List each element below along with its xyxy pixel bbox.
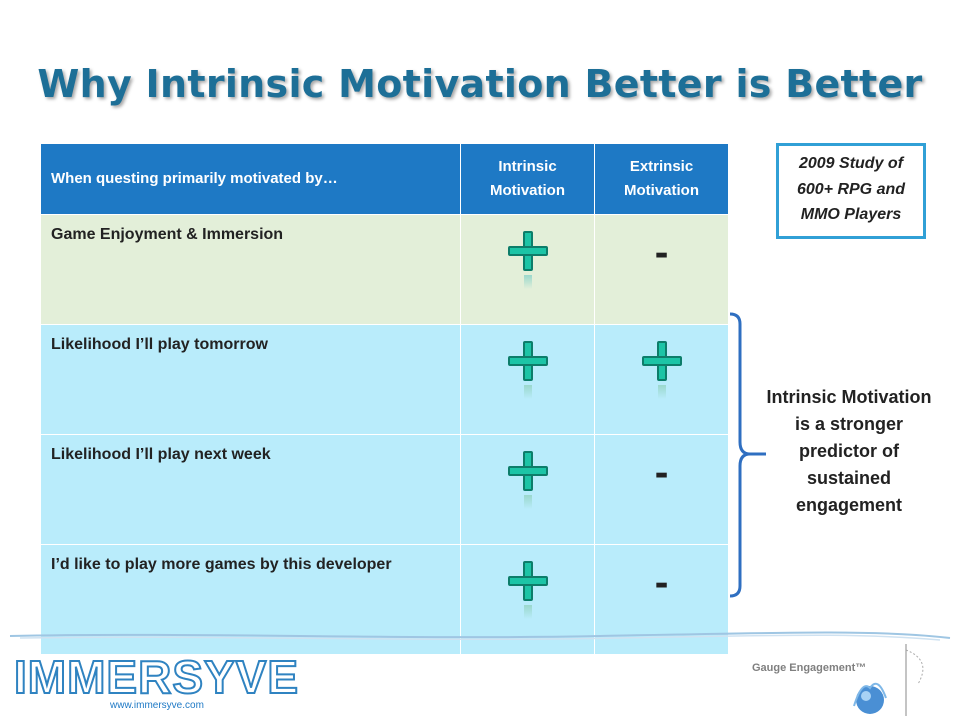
conclusion-text: Intrinsic Motivation is a stronger predi… xyxy=(766,387,932,515)
minus-sign: - xyxy=(654,234,669,274)
intrinsic-cell xyxy=(460,214,595,325)
minus-sign: - xyxy=(654,454,669,494)
water-divider xyxy=(9,631,951,641)
motivation-table: When questing primarily motivated by… In… xyxy=(40,143,729,655)
slide-title: Why Intrinsic Motivation Better is Bette… xyxy=(37,62,923,106)
plus-icon xyxy=(507,561,548,619)
footer-url: www.immersyve.com xyxy=(110,700,204,711)
plus-icon xyxy=(507,341,548,399)
table-row: Likelihood I’ll play next week - xyxy=(40,434,729,545)
plus-icon xyxy=(507,451,548,509)
bracket-icon xyxy=(729,312,766,598)
table-row: Game Enjoyment & Immersion - xyxy=(40,214,729,325)
row-label: Game Enjoyment & Immersion xyxy=(40,214,461,325)
extrinsic-cell xyxy=(594,324,729,435)
table-header-row: When questing primarily motivated by… In… xyxy=(40,143,729,215)
minus-sign: - xyxy=(654,564,669,604)
plus-icon xyxy=(641,341,682,399)
extrinsic-cell: - xyxy=(594,214,729,325)
header-extrinsic: Extrinsic Motivation xyxy=(594,143,729,215)
plus-icon xyxy=(507,231,548,289)
extrinsic-cell: - xyxy=(594,434,729,545)
row-label: Likelihood I’ll play next week xyxy=(40,434,461,545)
study-callout: 2009 Study of 600+ RPG and MMO Players xyxy=(776,143,926,239)
table-row: Likelihood I’ll play tomorrow xyxy=(40,324,729,435)
intrinsic-cell xyxy=(460,434,595,545)
gauge-engagement-label: Gauge Engagement™ xyxy=(752,662,867,674)
immersyve-logo: IMMERSYVE xyxy=(13,650,300,704)
intrinsic-cell xyxy=(460,324,595,435)
header-motivated-by: When questing primarily motivated by… xyxy=(40,143,461,215)
row-label: Likelihood I’ll play tomorrow xyxy=(40,324,461,435)
header-intrinsic: Intrinsic Motivation xyxy=(460,143,595,215)
gauge-splash-icon xyxy=(853,644,924,716)
